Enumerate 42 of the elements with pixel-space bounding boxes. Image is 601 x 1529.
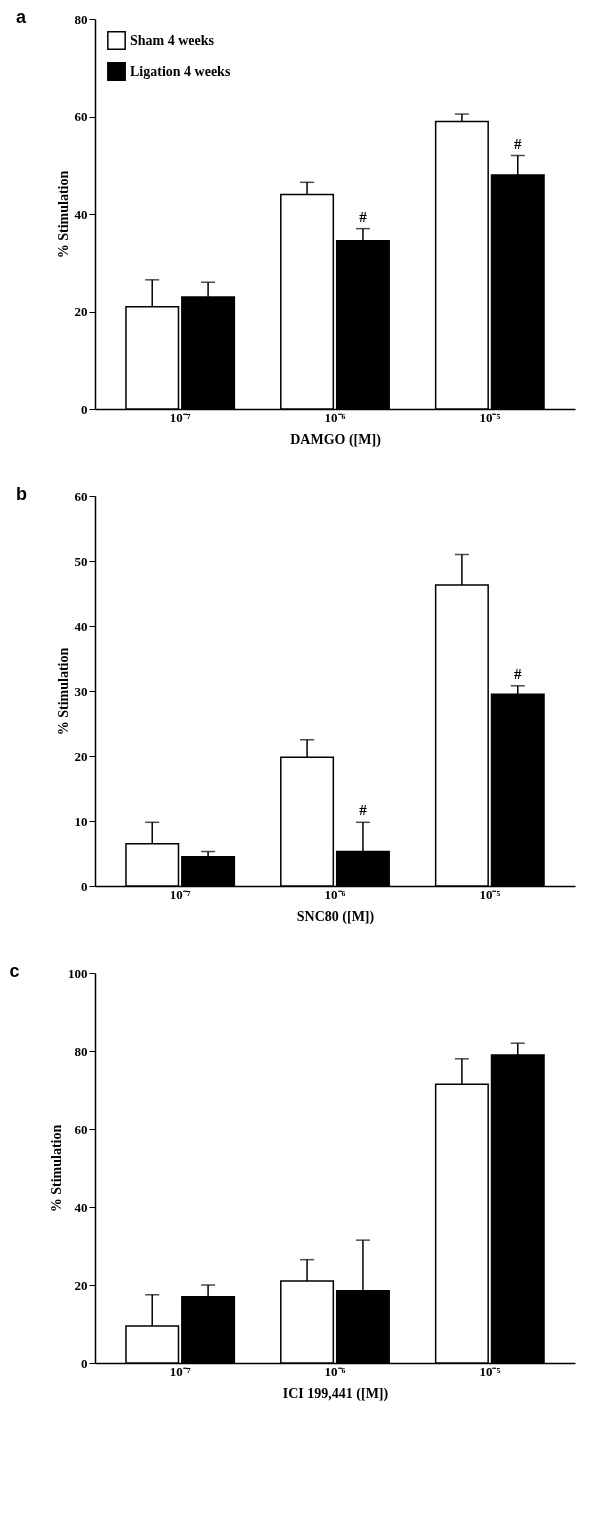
x-tick-label: 10⁻⁷ xyxy=(169,886,191,902)
y-tick-label: 40 xyxy=(74,206,88,222)
y-axis-title: % Stimulation xyxy=(55,170,71,259)
y-tick-label: 30 xyxy=(74,683,88,699)
chart-title: b xyxy=(16,484,27,504)
chart-title: a xyxy=(16,7,27,27)
x-tick-label: 10⁻⁵ xyxy=(479,1363,501,1379)
x-axis-title: DAMGO ([M]) xyxy=(290,431,382,448)
y-tick-label: 0 xyxy=(81,1355,88,1371)
y-tick-label: 20 xyxy=(74,1277,88,1293)
y-tick-label: 0 xyxy=(81,878,88,894)
y-tick-label: 0 xyxy=(81,401,88,417)
y-tick-label: 60 xyxy=(74,1121,88,1137)
annotation: # xyxy=(514,665,523,682)
x-axis-title: SNC80 ([M]) xyxy=(296,908,375,925)
x-tick-label: 10⁻⁵ xyxy=(479,409,501,425)
annotation: # xyxy=(514,135,523,152)
y-tick-label: 60 xyxy=(74,109,88,124)
x-tick-label: 10⁻⁶ xyxy=(324,886,346,902)
legend-label: Ligation 4 weeks xyxy=(130,63,231,79)
x-tick-label: 10⁻⁷ xyxy=(169,409,191,425)
legend-label: Sham 4 weeks xyxy=(130,32,215,48)
y-tick-label: 40 xyxy=(74,618,88,634)
x-tick-label: 10⁻⁶ xyxy=(324,1363,346,1379)
y-tick-label: 20 xyxy=(74,304,88,319)
y-tick-label: 60 xyxy=(74,488,88,504)
x-tick-label: 10⁻⁷ xyxy=(169,1363,191,1379)
y-tick-label: 80 xyxy=(74,1043,88,1059)
y-axis-title: % Stimulation xyxy=(55,647,71,736)
annotation: # xyxy=(359,802,368,819)
annotation: # xyxy=(359,208,368,225)
chart-title: c xyxy=(9,961,20,981)
x-axis-title: ICI 199,441 ([M]) xyxy=(282,1385,389,1402)
y-tick-label: 80 xyxy=(74,11,88,27)
y-tick-label: 20 xyxy=(74,748,88,764)
y-tick-label: 100 xyxy=(68,965,88,981)
x-tick-label: 10⁻⁶ xyxy=(324,409,346,425)
y-tick-label: 40 xyxy=(74,1199,88,1215)
y-axis-title: % Stimulation xyxy=(49,1124,64,1213)
y-tick-label: 10 xyxy=(74,813,88,829)
x-tick-label: 10⁻⁵ xyxy=(479,886,501,902)
y-tick-label: 50 xyxy=(74,553,88,569)
